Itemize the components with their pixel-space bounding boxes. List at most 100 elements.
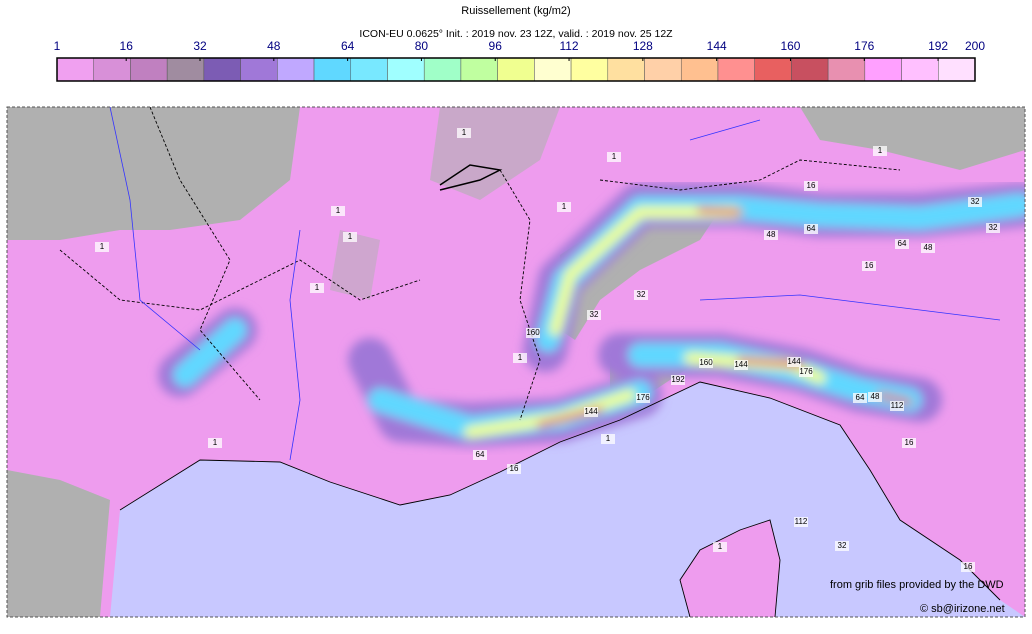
colorbar: 1 16 32 48 64 80 96 112 128 144 160 176 192 200 [54, 39, 985, 82]
contour-label: 112 [891, 401, 904, 410]
colorbar-tick-label: 192 [928, 39, 948, 53]
colorbar-swatch [827, 57, 866, 82]
contour-label: 64 [856, 393, 865, 402]
contour-label-bg [853, 393, 867, 403]
contour-label-bg [587, 310, 601, 320]
contour-label-bg [873, 146, 887, 156]
colorbar-swatch [607, 57, 645, 82]
colorbar-tick-label: 200 [965, 39, 985, 53]
colorbar-tick-label: 144 [707, 39, 727, 53]
contour-label-bg [310, 283, 324, 293]
contour-label: 144 [734, 360, 748, 369]
contour-label-bg [794, 517, 808, 527]
contour-label: 144 [584, 407, 598, 416]
contour-label-bg [457, 128, 471, 138]
colorbar-tick-label: 16 [120, 39, 134, 53]
colorbar-swatch [570, 57, 609, 82]
contour-label-bg [95, 242, 109, 252]
contour-label: 64 [476, 450, 485, 459]
credit-copyright: © sb@irizone.net [920, 603, 1005, 615]
contour-label-bg [526, 328, 540, 338]
rivers [109, 107, 1001, 461]
contour-label: 1 [878, 146, 883, 155]
contour-label-bg [835, 541, 849, 551]
contour-label: 144 [787, 357, 801, 366]
contour-label: 1 [518, 353, 523, 362]
contour-label: 160 [699, 358, 713, 367]
colorbar-swatch [313, 57, 352, 82]
contour-label-bg [671, 375, 685, 385]
contour-label-bg [804, 181, 818, 191]
contour-label-bg [208, 438, 222, 448]
contour-label-bg [699, 358, 713, 368]
colorbar-tick-label: 32 [193, 39, 207, 53]
colorbar-frame [56, 57, 976, 82]
colorbar-swatch [717, 57, 755, 82]
contour-label: 112 [795, 517, 808, 526]
contour-label-bg [634, 290, 648, 300]
contour-label-bg [961, 562, 975, 572]
contour-label-bg [734, 360, 748, 370]
colorbar-tick-label: 176 [854, 39, 874, 53]
contour-label-bg [584, 407, 598, 417]
contour-label: 1 [562, 202, 567, 211]
map: 1 1 1 1 1 1 1 1 16 32 64 48 16 48 64 32 32 32 160 1 144 64 48 1… [7, 107, 1025, 617]
contour-label-bg [804, 224, 818, 234]
colorbar-tick-label: 112 [559, 39, 578, 53]
corsica [680, 520, 780, 617]
colorbar-swatch [680, 57, 719, 82]
map-frame [6, 106, 1026, 618]
contour-label-bg [513, 353, 527, 363]
colorbar-tick-label: 80 [415, 39, 429, 53]
colorbar-swatch [350, 57, 388, 82]
colorbar-swatch [460, 57, 498, 82]
contour-label-bg [557, 202, 571, 212]
colorbar-swatch [644, 57, 682, 82]
contour-label: 64 [807, 224, 816, 233]
contour-label-bg [764, 230, 778, 240]
colorbar-tick-label: 48 [267, 39, 281, 53]
contour-label-bg [607, 152, 621, 162]
contour-label-bg [601, 434, 615, 444]
contour-label: 1 [718, 542, 723, 551]
contour-label-bg [507, 464, 521, 474]
contour-label: 32 [971, 197, 980, 206]
contour-label: 32 [838, 541, 847, 550]
contour-label-bg [713, 542, 727, 552]
contour-label: 32 [590, 310, 599, 319]
contour-label-bg [331, 206, 345, 216]
contour-label: 48 [871, 392, 880, 401]
contour-label-bg [343, 232, 357, 242]
contour-labels: 1 1 1 1 1 1 1 1 16 32 64 48 16 48 64 32 32 32 160 1 144 64 48 1… [95, 128, 1000, 572]
colorbar-swatch [423, 57, 462, 82]
contour-label: 1 [348, 232, 353, 241]
colorbar-swatch [93, 57, 131, 82]
contour-label: 1 [462, 128, 467, 137]
contour-label: 16 [964, 562, 973, 571]
contour-label: 1 [213, 438, 218, 447]
colorbar-tick-label: 96 [489, 39, 503, 53]
contour-label: 1 [336, 206, 341, 215]
contour-label-bg [636, 393, 650, 403]
contour-label: 64 [898, 239, 907, 248]
colorbar-swatch [791, 57, 829, 82]
subtitle: ICON-EU 0.0625° Init. : 2019 nov. 23 12Z… [359, 28, 673, 40]
colorbar-swatch [864, 57, 902, 82]
colorbar-swatch [497, 57, 535, 82]
contour-label-bg [862, 261, 876, 271]
contour-label-bg [890, 401, 904, 411]
contour-label: 192 [671, 375, 685, 384]
contour-label-bg [868, 392, 882, 402]
colorbar-swatch [901, 57, 939, 82]
contour-label-bg [787, 357, 801, 367]
colorbar-swatch [938, 57, 976, 82]
contour-label: 48 [767, 230, 776, 239]
colorbar-tick-label: 160 [780, 39, 800, 53]
contour-label-bg [799, 367, 813, 377]
contour-label: 1 [315, 283, 320, 292]
contour-label-bg [473, 450, 487, 460]
colorbar-swatch [130, 57, 168, 82]
colorbar-swatch [534, 57, 572, 82]
contour-label: 16 [510, 464, 519, 473]
